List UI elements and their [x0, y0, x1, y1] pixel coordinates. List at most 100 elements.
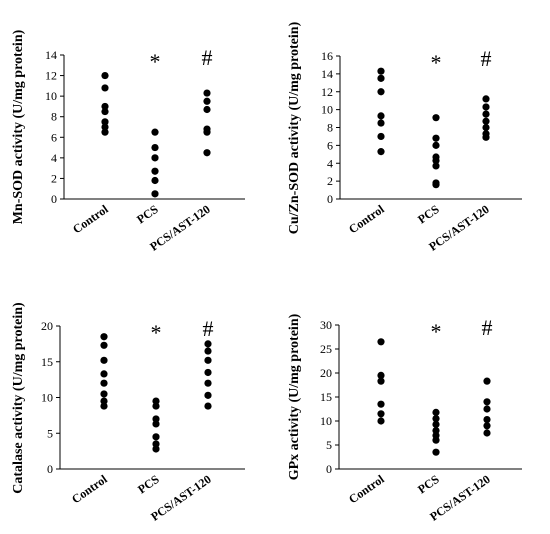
data-point — [203, 97, 211, 105]
data-point — [101, 123, 109, 131]
data-point — [377, 417, 385, 425]
data-point — [101, 102, 109, 111]
data-point — [377, 132, 385, 141]
y-tick-label: 20 — [320, 366, 332, 380]
y-tick-label: 4 — [327, 156, 333, 170]
data-point — [432, 134, 440, 142]
y-tick-label: 2 — [51, 171, 57, 185]
data-point — [100, 333, 108, 341]
data-point — [152, 397, 160, 405]
category-label: Control — [70, 202, 111, 237]
y-tick-label: 10 — [320, 414, 332, 428]
y-tick-label: 5 — [326, 438, 332, 452]
data-point — [151, 143, 159, 152]
data-point — [483, 422, 491, 430]
panel-gpx: 0 5 10 15 20 25 30 GPx activity (U/mg protein) C… — [287, 313, 522, 524]
category-label: PCS — [415, 472, 442, 497]
data-point — [377, 67, 385, 75]
data-point — [377, 119, 385, 127]
data-point — [377, 88, 385, 96]
y-tick-label: 6 — [51, 130, 57, 144]
data-point — [203, 128, 211, 136]
y-tick-label: 20 — [41, 319, 53, 333]
category-label: PCS — [135, 472, 162, 497]
data-point — [152, 402, 160, 410]
y-tick-label: 8 — [327, 121, 333, 135]
data-point — [203, 105, 211, 114]
significance-asterisk: * — [431, 319, 442, 344]
data-point — [432, 141, 440, 149]
y-tick-label: 10 — [321, 103, 333, 117]
significance-asterisk: * — [151, 320, 162, 345]
y-tick-label: 15 — [41, 355, 53, 369]
data-point — [204, 347, 212, 355]
y-axis-title: Cu/Zn-SOD activity (U/mg protein) — [287, 21, 302, 234]
data-point — [204, 340, 212, 348]
data-point — [432, 420, 440, 428]
data-point — [483, 429, 491, 437]
data-point — [377, 74, 385, 82]
data-point — [377, 338, 385, 346]
data-point — [203, 149, 211, 157]
data-point — [432, 181, 440, 189]
y-axis-title: Mn-SOD activity (U/mg protein) — [11, 29, 26, 224]
significance-asterisk: * — [431, 50, 442, 75]
data-point — [204, 379, 212, 387]
y-tick-label: 5 — [47, 426, 53, 440]
y-tick-label: 30 — [320, 318, 332, 332]
data-point — [100, 341, 108, 349]
significance-hash: # — [203, 316, 214, 341]
data-point — [151, 154, 159, 162]
data-point — [152, 420, 160, 428]
significance-hash: # — [481, 46, 492, 71]
data-point — [100, 397, 108, 405]
data-point — [204, 402, 212, 410]
category-label: Control — [346, 202, 387, 237]
data-point — [152, 415, 160, 423]
data-point — [100, 370, 108, 378]
y-tick-label: 8 — [51, 110, 57, 124]
data-point — [377, 400, 385, 408]
data-point — [377, 377, 385, 385]
data-point — [203, 89, 211, 97]
data-point — [100, 390, 108, 398]
data-point — [483, 398, 491, 406]
data-point — [100, 402, 108, 410]
y-axis-title: Catalase activity (U/mg protein) — [11, 302, 26, 494]
data-point — [482, 95, 490, 103]
y-tick-label: 25 — [320, 342, 332, 356]
data-point — [204, 356, 212, 364]
category-label: PCS — [415, 202, 442, 227]
significance-hash: # — [202, 45, 213, 70]
data-point — [151, 128, 159, 136]
y-tick-label: 0 — [47, 462, 53, 476]
data-point — [377, 112, 385, 120]
y-tick-label: 14 — [45, 48, 57, 62]
panel-mn-sod: 0 2 4 6 8 10 12 14 Mn-SOD activity (U/mg protein… — [11, 29, 245, 254]
y-tick-label: 2 — [327, 174, 333, 188]
data-point — [377, 148, 385, 156]
data-point — [152, 440, 160, 448]
y-tick-label: 10 — [41, 391, 53, 405]
y-tick-label: 12 — [45, 69, 57, 83]
category-label: Control — [69, 472, 110, 507]
data-point — [377, 410, 385, 418]
data-point — [482, 103, 490, 111]
data-point — [151, 190, 159, 198]
data-point — [432, 156, 440, 165]
data-point — [101, 118, 109, 126]
data-point — [432, 415, 440, 423]
y-tick-label: 0 — [51, 192, 57, 206]
data-point — [101, 128, 109, 136]
data-point — [152, 445, 160, 453]
data-point — [432, 408, 440, 416]
data-point — [100, 379, 108, 387]
category-label: PCS — [134, 202, 161, 227]
y-tick-label: 4 — [51, 151, 57, 165]
y-tick-label: 10 — [45, 89, 57, 103]
y-tick-label: 6 — [327, 138, 333, 152]
data-point — [432, 448, 440, 456]
data-point — [101, 84, 109, 92]
data-point — [377, 371, 385, 379]
